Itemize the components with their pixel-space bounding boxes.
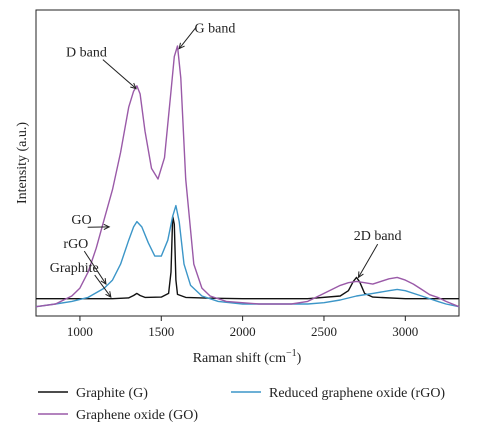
ticks-layer: 1000 1500 2000 2500 3000 (67, 316, 418, 339)
annotation-arrow-head-1 (178, 42, 185, 50)
legend-label-rgo: Reduced graphene oxide (rGO) (269, 386, 445, 401)
annotation-1: G band (195, 22, 236, 37)
y-axis-label: Intensity (a.u.) (15, 122, 30, 204)
series-line-2 (35, 45, 460, 308)
x-tick-label-2000: 2000 (230, 324, 256, 339)
x-tick-label-1500: 1500 (148, 324, 174, 339)
x-tick-label-3000: 3000 (392, 324, 418, 339)
x-axis-label: Raman shift (cm−1) (193, 348, 302, 366)
x-axis-label-main: Raman shift (cm (193, 351, 286, 366)
annotation-arrow-line-0 (102, 59, 137, 89)
x-tick-label-2500: 2500 (311, 324, 337, 339)
annotation-0: D band (66, 46, 107, 61)
annotation-arrow-line-1 (178, 26, 197, 49)
legend-label-graphite: Graphite (G) (76, 386, 148, 401)
series-line-1 (35, 204, 460, 308)
series-line-0 (36, 215, 459, 300)
annotation-arrow-head-0 (130, 82, 137, 90)
annotation-4: rGO (63, 237, 88, 252)
legend-label-go: Graphene oxide (GO) (76, 408, 198, 423)
x-tick-label-1000: 1000 (67, 324, 93, 339)
annotation-5: Graphite (50, 261, 99, 276)
series-layer (35, 45, 460, 308)
annotation-3: GO (71, 213, 91, 228)
annotation-arrow-line-5 (94, 274, 112, 298)
annotation-arrow-head-4 (100, 278, 107, 286)
x-axis-label-close: ) (297, 351, 302, 366)
annotation-arrow-line-4 (83, 250, 107, 285)
annotation-arrow-line-2 (358, 243, 379, 278)
annotation-2: 2D band (354, 229, 402, 244)
legend: Graphite (G) Reduced graphene oxide (rGO… (38, 386, 445, 423)
annotations-layer: D band G band 2D band GO rGO Graphite (50, 22, 402, 299)
x-axis-label-sup: −1 (286, 348, 297, 359)
annotation-arrow-head-2 (357, 271, 364, 279)
annotation-arrow-head-3 (103, 223, 111, 231)
annotation-arrow-head-5 (105, 291, 112, 299)
plot-frame (35, 9, 460, 317)
